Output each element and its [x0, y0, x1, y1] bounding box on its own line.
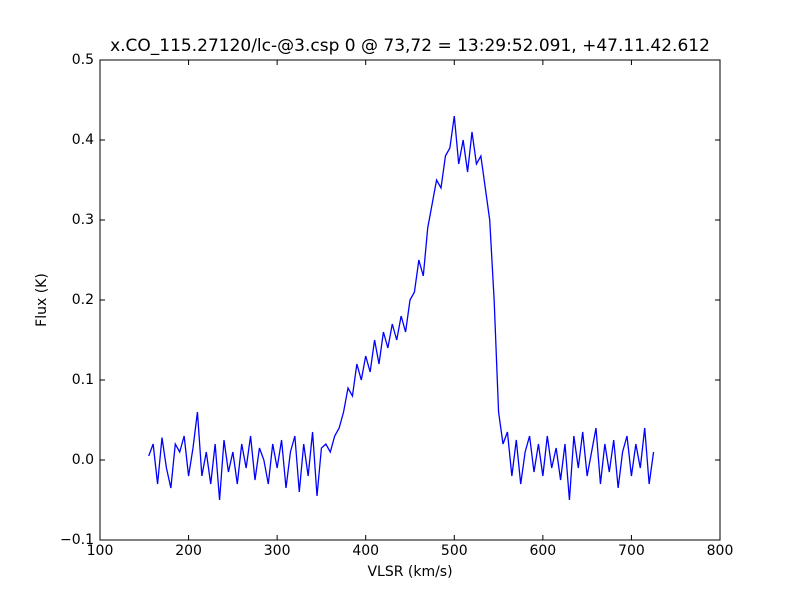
- x-tick-label: 400: [352, 543, 379, 559]
- x-tick-label: 200: [175, 543, 202, 559]
- x-tick-label: 300: [264, 543, 291, 559]
- x-axis-label: VLSR (km/s): [367, 564, 452, 580]
- y-tick-label: −0.1: [60, 532, 94, 548]
- plot-frame: [99, 59, 721, 541]
- x-tick-label: 700: [618, 543, 645, 559]
- x-tick-label: 500: [441, 543, 468, 559]
- data-line: [148, 115, 655, 501]
- y-tick-label: 0.3: [72, 212, 94, 228]
- y-tick-label: 0.0: [72, 452, 94, 468]
- x-tick-label: 800: [707, 543, 734, 559]
- chart-title: x.CO_115.27120/lc-@3.csp 0 @ 73,72 = 13:…: [110, 36, 710, 56]
- y-tick-label: 0.4: [72, 132, 94, 148]
- y-tick-label: 0.1: [72, 372, 94, 388]
- y-tick-label: 0.5: [72, 52, 94, 68]
- x-tick-label: 100: [87, 543, 114, 559]
- y-tick-label: 0.2: [72, 292, 94, 308]
- x-tick-label: 600: [529, 543, 556, 559]
- y-axis-label: Flux (K): [34, 273, 50, 327]
